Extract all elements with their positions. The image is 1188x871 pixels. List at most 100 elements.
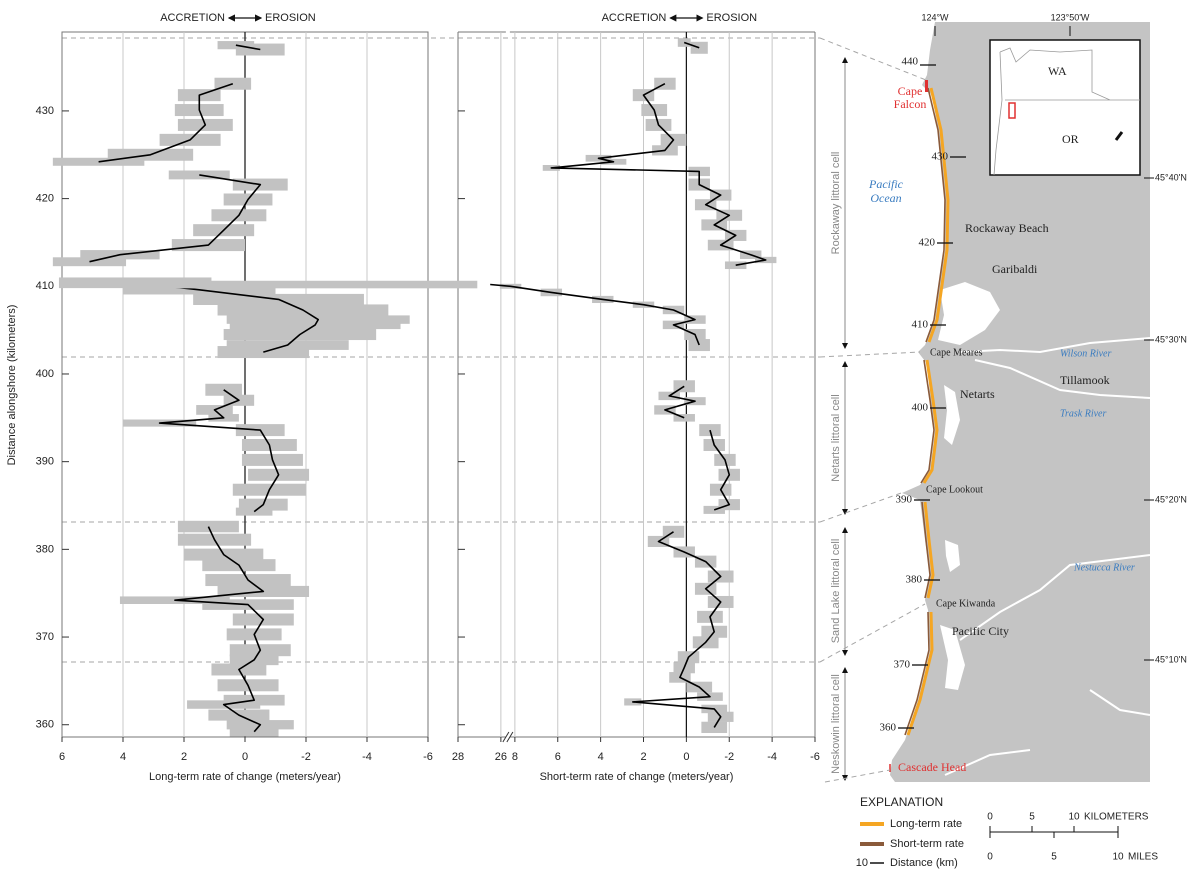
scale-label: 5 (1029, 812, 1035, 823)
nestucca-bay (940, 625, 965, 690)
uncertainty-band (131, 280, 478, 289)
longitude-label: 124°W (921, 12, 949, 22)
y-tick-label: 430 (36, 105, 54, 117)
netarts-bay (944, 385, 960, 445)
distance-label: 430 (932, 151, 949, 163)
header-label: EROSION (706, 12, 757, 24)
distance-label: 410 (912, 319, 929, 331)
place-label: Falcon (894, 97, 927, 111)
river-label: Wilson River (1060, 348, 1111, 359)
x-tick-label: 2 (181, 751, 187, 763)
cell-label: Netarts littoral cell (830, 394, 842, 481)
x-tick-label: -4 (767, 751, 777, 763)
uncertainty-band (52, 257, 127, 267)
scale-unit: KILOMETERS (1084, 812, 1149, 823)
x-tick-label: -6 (810, 751, 820, 763)
uncertainty-band (235, 507, 273, 516)
x-tick-label: 6 (555, 751, 561, 763)
uncertainty-band (673, 414, 695, 422)
y-tick-label: 410 (36, 280, 54, 292)
x-axis-title: Short-term rate of change (meters/year) (540, 771, 734, 783)
latitude-label: 45°30'N (1155, 334, 1187, 344)
scale-label: 5 (1051, 852, 1057, 863)
scale-label: 10 (1112, 852, 1124, 863)
distance-label: 440 (902, 56, 919, 68)
cell-label: Rockaway littoral cell (830, 152, 842, 255)
distance-ticks (898, 64, 966, 729)
x-tick-label: 0 (242, 751, 248, 763)
x-tick-label: 8 (512, 751, 518, 763)
place-label: Cape Kiwanda (936, 598, 996, 609)
place-label: Garibaldi (992, 262, 1038, 276)
y-tick-label: 400 (36, 368, 54, 380)
river-label: Nestucca River (1073, 562, 1135, 573)
distance-label: 370 (894, 659, 911, 671)
uncertainty-band (205, 383, 242, 396)
header-label: ACCRETION (602, 12, 667, 24)
place-label: Netarts (960, 387, 995, 401)
x-axis-title: Long-term rate of change (meters/year) (149, 771, 341, 783)
place-label: Rockaway Beach (965, 221, 1049, 235)
x-tick-label: 4 (598, 751, 604, 763)
uncertainty-band (724, 261, 747, 270)
latitude-label: 45°10'N (1155, 654, 1187, 664)
place-label: Tillamook (1060, 373, 1110, 387)
x-tick-label: 26 (495, 751, 507, 763)
inset-label: WA (1048, 64, 1067, 78)
legend-label: Distance (km) (890, 857, 958, 869)
distance-labels: 440 430 420 410 400 390 380 370 360 (880, 56, 949, 734)
scale-label: 0 (987, 852, 993, 863)
place-label: Cape (898, 84, 923, 98)
map: 440 430 420 410 400 390 380 370 360 124°… (868, 12, 1187, 782)
distance-label: 360 (880, 722, 897, 734)
x-tick-label: 28 (452, 751, 464, 763)
latitude-label: 45°20'N (1155, 494, 1187, 504)
explanation: EXPLANATION Long-term rate Short-term ra… (856, 795, 964, 869)
y-tick-label: 380 (36, 543, 54, 555)
y-tick-label: 390 (36, 456, 54, 468)
uncertainty-band (168, 170, 230, 180)
legend-label: Long-term rate (890, 818, 962, 830)
x-tick-label: -2 (724, 751, 734, 763)
uncertainty-band (699, 424, 721, 437)
rate-line (89, 44, 319, 733)
rivers (944, 337, 1151, 776)
sand-lake (945, 540, 960, 572)
header-label: EROSION (265, 12, 316, 24)
inset-map: WA OR (989, 39, 1141, 176)
scale-label: 10 (1068, 812, 1080, 823)
land (890, 22, 1150, 782)
coast-rates (904, 87, 950, 736)
place-label: Cascade Head (898, 760, 966, 774)
place-label: Pacific City (952, 624, 1009, 638)
place-label: Cape Lookout (926, 484, 983, 495)
scale-bar (989, 826, 1119, 838)
y-tick-label: 420 (36, 193, 54, 205)
longitude-label: 123°50'W (1051, 12, 1090, 22)
x-tick-label: -6 (423, 751, 433, 763)
x-tick-label: -4 (362, 751, 372, 763)
x-tick-label: 6 (59, 751, 65, 763)
legend-label: Short-term rate (890, 838, 964, 850)
distance-label: 390 (896, 494, 913, 506)
y-tick-label: 370 (36, 631, 54, 643)
distance-label: 420 (919, 237, 936, 249)
x-tick-label: 2 (640, 751, 646, 763)
ocean-label: Ocean (870, 191, 901, 205)
uncertainty-band (690, 41, 708, 54)
graticule: 124°W 123°50'W 45°40'N 45°30'N 45°20'N 4… (921, 12, 1186, 664)
scale-unit: MILES (1128, 852, 1158, 863)
x-tick-label: 0 (683, 751, 689, 763)
tillamook-bay (938, 282, 1000, 345)
latitude-label: 45°40'N (1155, 172, 1187, 182)
uncertainty-band (688, 339, 710, 352)
distance-label: 380 (906, 574, 923, 586)
place-label: Cape Meares (930, 347, 983, 358)
inset-label: OR (1062, 132, 1079, 146)
x-tick-label: -2 (301, 751, 311, 763)
ocean-label: Pacific (868, 177, 904, 191)
header-label: ACCRETION (160, 12, 225, 24)
legend-label: 10 (856, 857, 868, 869)
scale-label: 0 (987, 812, 993, 823)
